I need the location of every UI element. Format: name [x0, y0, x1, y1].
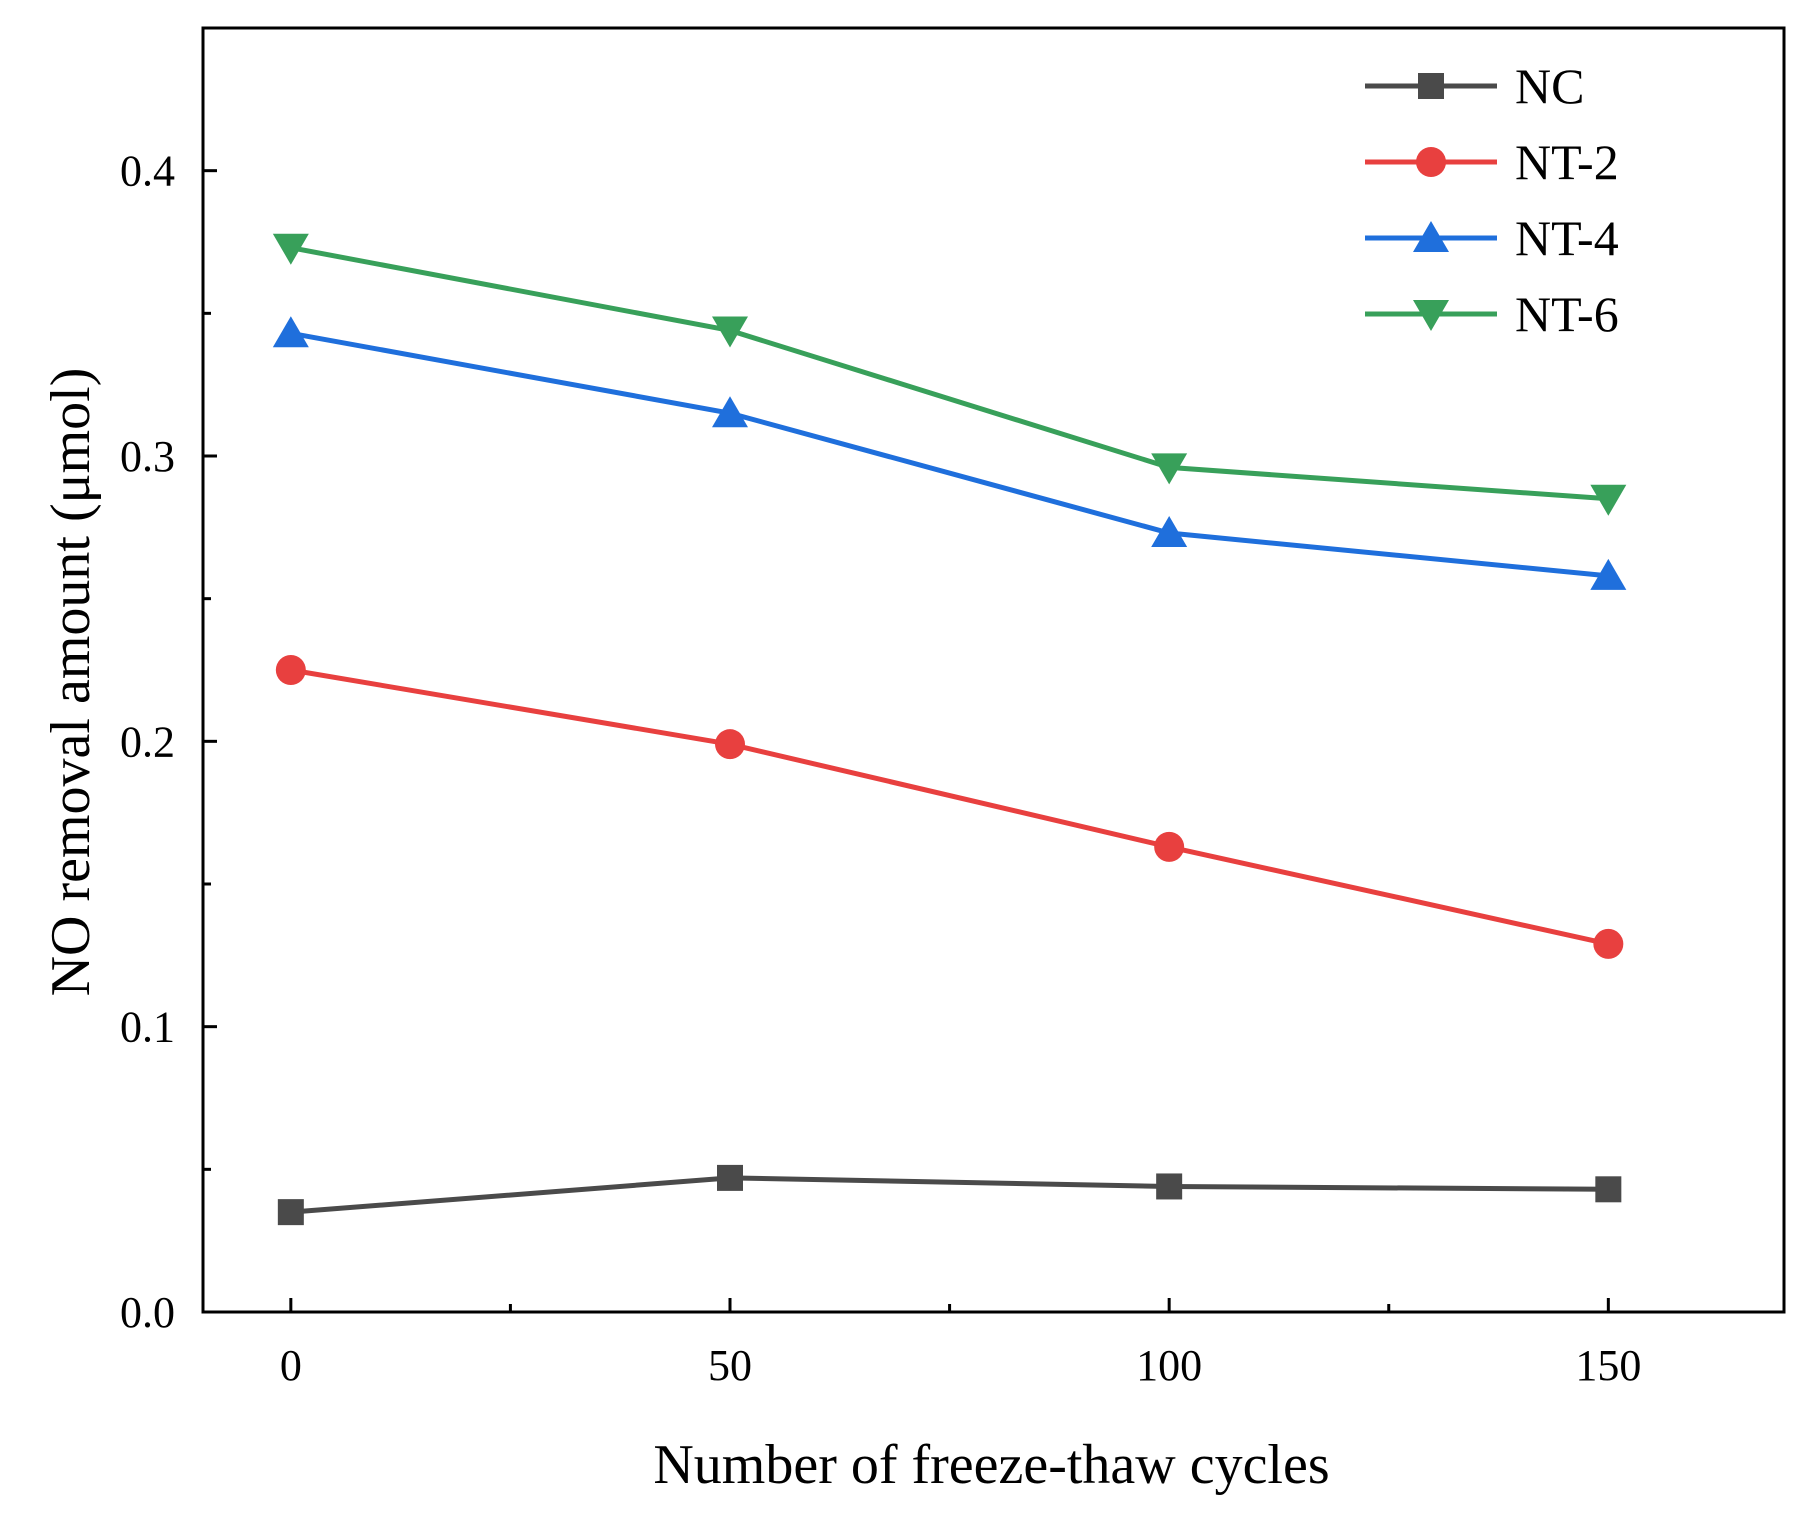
data-point-nt-2 [1154, 831, 1185, 862]
x-axis-title: Number of freeze-thaw cycles [653, 1434, 1329, 1496]
y-axis-title: NO removal amount (μmol) [40, 368, 102, 997]
legend-label: NT-6 [1515, 286, 1619, 342]
data-point-nc [277, 1199, 304, 1226]
legend-entry-nt-4: NT-4 [1365, 210, 1619, 266]
y-tick-label: 0.0 [120, 1288, 175, 1337]
y-tick-label: 0.3 [120, 432, 175, 481]
data-point-nt-4 [1151, 516, 1188, 548]
legend-marker [1416, 147, 1446, 177]
y-axis-ticks: 0.0 0.1 0.2 0.3 0.4 [120, 147, 217, 1337]
x-axis-ticks: 0 50 100 150 [280, 1298, 1641, 1390]
data-point-nc [1156, 1173, 1183, 1200]
data-point-nt-6 [1151, 453, 1188, 485]
data-point-nt-6 [1590, 484, 1627, 516]
data-point-nt-4 [272, 316, 309, 348]
legend-marker [1413, 221, 1449, 252]
data-point-nt-6 [272, 233, 309, 265]
series-line-nt-2 [290, 667, 1609, 947]
legend-marker [1418, 73, 1444, 99]
legend: NC NT-2 NT-4 NT-6 [1365, 58, 1619, 342]
y-tick-label: 0.1 [120, 1003, 175, 1052]
x-tick-label: 100 [1136, 1341, 1202, 1390]
data-point-nc [717, 1164, 743, 1191]
x-tick-label: 150 [1575, 1341, 1641, 1390]
data-point-nt-2 [275, 655, 306, 685]
legend-entry-nt-2: NT-2 [1365, 134, 1619, 190]
y-tick-label: 0.4 [120, 147, 175, 196]
series-nt-4 [272, 316, 1627, 590]
legend-label: NT-4 [1515, 210, 1619, 266]
series-line-nt-6 [290, 245, 1609, 502]
x-tick-label: 50 [708, 1341, 752, 1390]
x-tick-label: 0 [280, 1341, 302, 1390]
data-point-nt-6 [712, 316, 748, 348]
data-point-nc [1595, 1176, 1622, 1203]
series-nc [277, 1164, 1622, 1226]
series-line-nt-4 [290, 330, 1609, 579]
data-point-nt-2 [1593, 928, 1624, 959]
legend-label: NC [1515, 58, 1584, 114]
data-point-nt-4 [712, 396, 748, 428]
data-point-nt-4 [1590, 558, 1627, 590]
series-layer [272, 233, 1627, 1226]
legend-marker [1413, 300, 1449, 331]
series-nt-2 [275, 655, 1624, 959]
data-point-nt-2 [715, 729, 745, 760]
series-line-nc [290, 1175, 1609, 1215]
series-nt-6 [272, 233, 1627, 516]
legend-entry-nt-6: NT-6 [1365, 286, 1619, 342]
legend-label: NT-2 [1515, 134, 1619, 190]
y-tick-label: 0.2 [120, 717, 175, 766]
legend-entry-nc: NC [1365, 58, 1584, 114]
plot-frame [201, 26, 1786, 1314]
